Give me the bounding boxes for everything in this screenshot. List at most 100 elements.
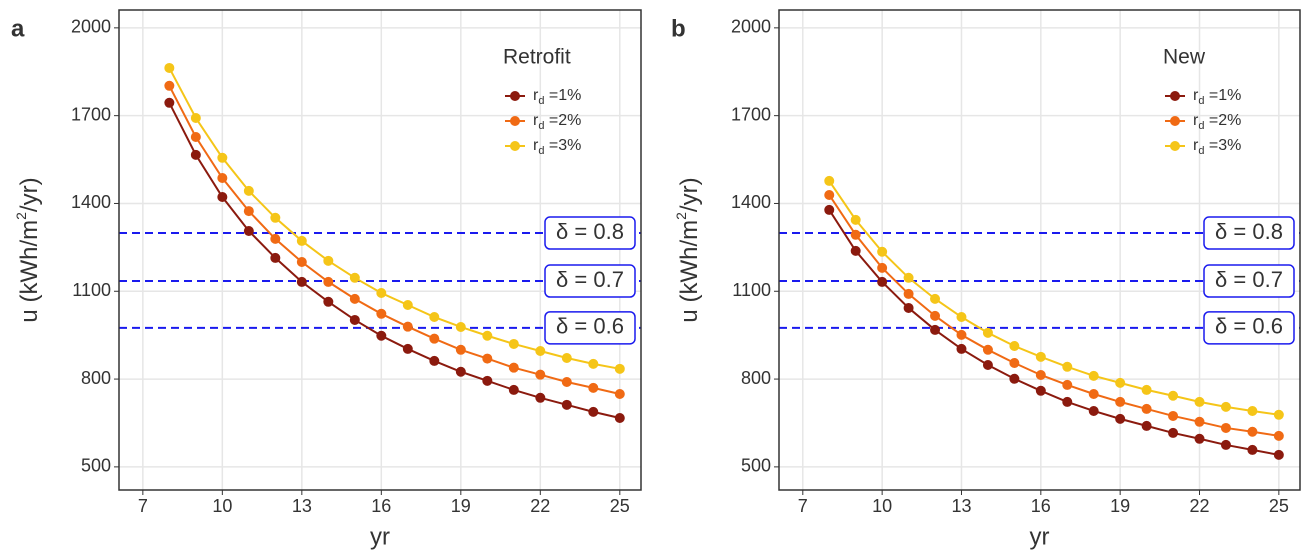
legend-swatch-point	[1170, 116, 1180, 126]
legend-swatch-point	[510, 91, 520, 101]
data-point	[850, 229, 861, 240]
data-point	[1168, 410, 1179, 421]
data-point	[1273, 449, 1284, 460]
data-point	[482, 330, 493, 341]
legend-swatch-point	[1170, 91, 1180, 101]
data-point	[588, 358, 599, 369]
data-point	[1194, 433, 1205, 444]
data-point	[429, 333, 440, 344]
y-axis-label: u (kWh/m2/yr)	[673, 177, 704, 322]
y-axis-label: u (kWh/m2/yr)	[13, 177, 44, 322]
reference-label-box	[544, 264, 636, 298]
data-point	[1141, 384, 1152, 395]
data-point	[588, 406, 599, 417]
y-tick-label: 500	[81, 456, 111, 476]
y-tick-label: 1700	[71, 104, 111, 124]
legend-title: New	[1163, 46, 1206, 69]
data-point	[1220, 439, 1231, 450]
reference-label-box	[544, 311, 636, 345]
data-point	[376, 288, 387, 299]
panel-label: b	[671, 15, 686, 42]
data-point	[243, 206, 254, 217]
y-tick-label: 1400	[71, 192, 111, 212]
panel-label: a	[11, 15, 25, 42]
legend-label: rd =3%	[533, 137, 581, 157]
data-point	[956, 312, 967, 323]
data-point	[1273, 409, 1284, 420]
x-tick-label: 25	[1269, 496, 1289, 516]
reference-label: δ = 0.8	[556, 219, 624, 244]
data-point	[376, 330, 387, 341]
legend-label: rd =2%	[1193, 112, 1241, 132]
data-point	[1035, 385, 1046, 396]
data-point	[1273, 430, 1284, 441]
data-point	[930, 293, 941, 304]
y-tick-label: 1100	[732, 280, 771, 300]
x-tick-label: 25	[610, 496, 630, 516]
data-point	[930, 324, 941, 335]
data-point	[243, 185, 254, 196]
x-tick-label: 19	[451, 496, 471, 516]
data-point	[429, 312, 440, 323]
y-tick-label: 500	[741, 456, 771, 476]
data-point	[982, 327, 993, 338]
plot-frame	[778, 9, 1301, 491]
data-point	[614, 389, 625, 399]
data-point	[1247, 405, 1258, 416]
data-point	[508, 384, 519, 395]
data-point	[349, 314, 360, 325]
data-point	[296, 257, 307, 267]
y-tick-label: 2000	[731, 17, 771, 37]
data-point	[1168, 427, 1179, 438]
data-point	[561, 377, 572, 387]
data-point	[1088, 389, 1099, 399]
data-point	[956, 329, 967, 340]
x-tick-label: 10	[872, 496, 892, 516]
reference-label-box	[1203, 311, 1295, 345]
x-tick-label: 10	[212, 496, 232, 516]
data-point	[561, 399, 572, 410]
y-tick-label: 1100	[72, 280, 111, 300]
data-point	[824, 189, 835, 200]
x-tick-label: 13	[292, 496, 312, 516]
data-point	[930, 310, 941, 321]
data-point	[535, 345, 546, 356]
y-tick-label: 1400	[731, 192, 771, 212]
data-point	[1035, 351, 1046, 362]
reference-label: δ = 0.6	[1215, 314, 1283, 339]
data-point	[903, 288, 914, 299]
reference-label: δ = 0.8	[1215, 219, 1283, 244]
data-point	[1035, 369, 1046, 380]
legend-label: rd =3%	[1193, 137, 1241, 157]
data-point	[1168, 390, 1179, 401]
data-point	[824, 175, 835, 186]
data-point	[1247, 426, 1258, 437]
data-point	[1247, 444, 1258, 455]
data-point	[164, 80, 175, 91]
data-point	[482, 375, 493, 386]
x-axis-label: yr	[370, 523, 390, 550]
data-point	[614, 363, 625, 374]
data-point	[1194, 416, 1205, 427]
data-point	[850, 214, 861, 225]
legend-label: rd =1%	[1193, 87, 1241, 107]
x-tick-label: 7	[798, 496, 808, 516]
data-point	[535, 392, 546, 403]
reference-label-box	[1203, 264, 1295, 298]
data-point	[455, 321, 466, 332]
data-point	[270, 212, 281, 223]
data-point	[164, 97, 175, 108]
data-point	[217, 173, 228, 183]
data-point	[270, 233, 281, 244]
data-point	[243, 225, 254, 236]
data-point	[1062, 379, 1073, 390]
data-point	[982, 360, 993, 371]
x-axis-label: yr	[1030, 523, 1050, 550]
x-tick-label: 7	[138, 496, 148, 516]
reference-label: δ = 0.6	[556, 314, 624, 339]
data-point	[455, 344, 466, 355]
data-point	[1141, 403, 1152, 414]
x-tick-label: 16	[371, 496, 391, 516]
legend-swatch-point	[1170, 141, 1180, 151]
